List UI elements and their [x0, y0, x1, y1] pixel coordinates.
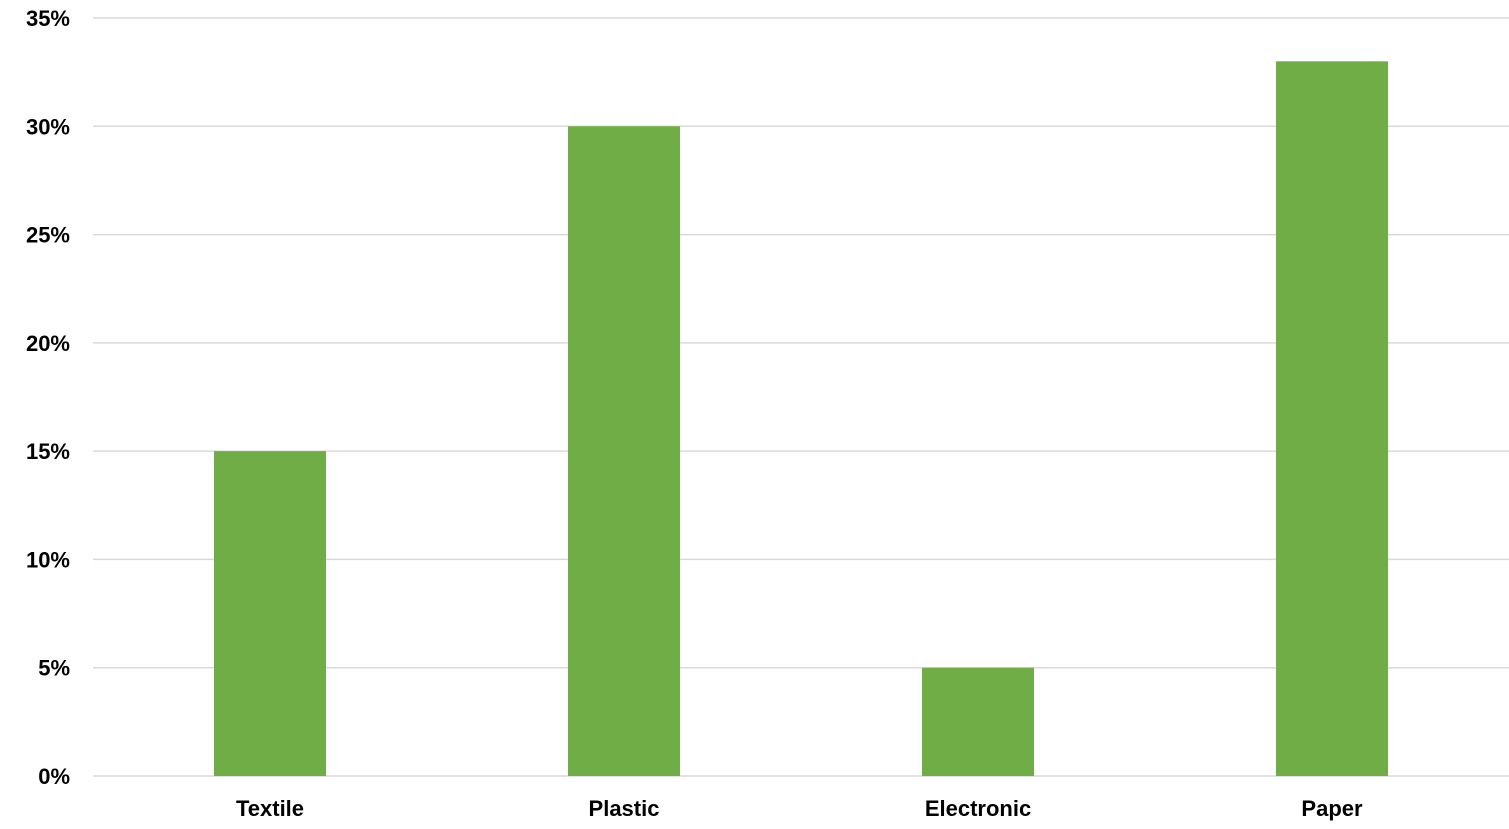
x-tick-label: Paper — [1301, 796, 1363, 821]
x-tick-label: Textile — [236, 796, 304, 821]
x-tick-label: Plastic — [589, 796, 660, 821]
bars — [214, 61, 1388, 777]
y-tick-label: 5% — [38, 656, 70, 681]
y-tick-label: 20% — [26, 331, 70, 356]
y-axis-tick-labels: 0% 5% 10% 15% 20% 25% 30% 35% — [26, 6, 70, 789]
x-tick-label: Electronic — [925, 796, 1031, 821]
y-tick-label: 35% — [26, 6, 70, 31]
y-tick-label: 30% — [26, 114, 70, 139]
gridlines — [93, 17, 1509, 777]
y-tick-label: 15% — [26, 439, 70, 464]
y-tick-label: 25% — [26, 223, 70, 248]
x-axis-tick-labels: Textile Plastic Electronic Paper — [236, 796, 1363, 821]
y-tick-label: 10% — [26, 547, 70, 572]
bar-textile — [214, 451, 326, 776]
y-tick-label: 0% — [38, 764, 70, 789]
bar-paper — [1276, 61, 1388, 777]
bar-plastic — [568, 126, 680, 777]
bar-electronic — [922, 667, 1034, 776]
